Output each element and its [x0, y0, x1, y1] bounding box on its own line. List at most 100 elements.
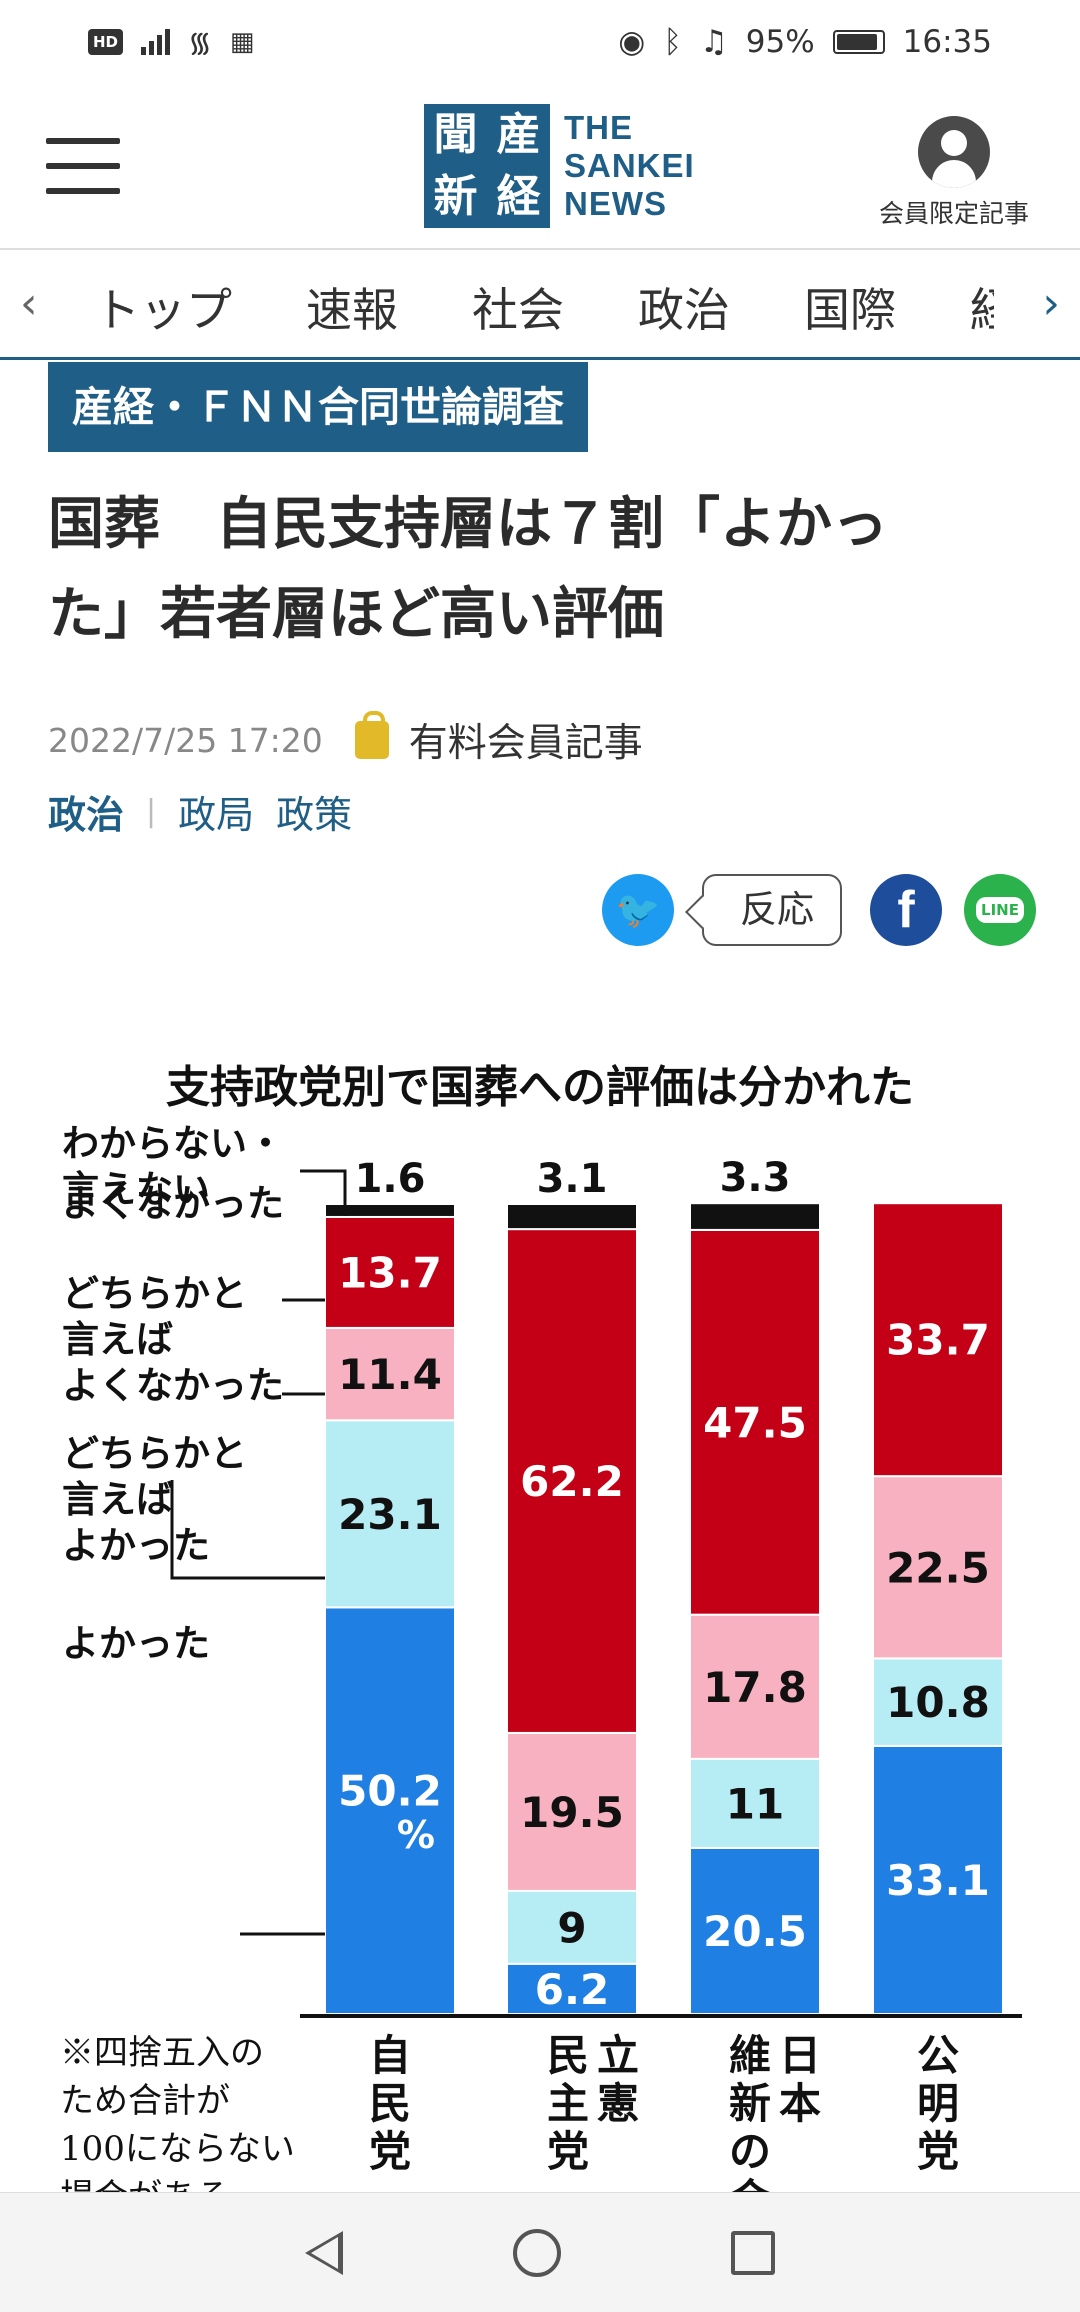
member-label: 会員限定記事 [878, 199, 1029, 228]
wifi-icon: ᯾ [188, 26, 212, 59]
member-button[interactable]: 会員限定記事 [874, 116, 1034, 230]
data-label: 33.1 [886, 1856, 990, 1905]
data-label: 3.3 [720, 1155, 791, 1201]
user-icon [918, 116, 990, 188]
legend-label: よくなかった [62, 1182, 284, 1225]
article-meta: 2022/7/25 17:20 有料会員記事 [48, 711, 643, 768]
bar-segment [506, 1731, 638, 1892]
line-icon[interactable]: LINE [964, 874, 1036, 946]
logo-text: THE SANKEI NEWS [564, 109, 695, 222]
stacked-bar-chart: 支持政党別で国葬への評価は分かれた 50.2 23.1 11.4 13.7 6.2 9 19.… [60, 1062, 1022, 2192]
legend-label: どちらかと [62, 1272, 247, 1315]
data-label: 13.7 [338, 1248, 442, 1297]
bluetooth-icon: ᛒ [663, 24, 682, 60]
data-label: 11.4 [338, 1350, 442, 1399]
legend-label: よかった [62, 1622, 210, 1665]
bar-segment [324, 1606, 456, 2015]
category-policy[interactable]: 政策 [276, 793, 353, 837]
site-logo[interactable]: 聞 産 新 経 THE SANKEI NEWS [424, 104, 695, 228]
clock: 16:35 [902, 24, 992, 60]
bar-segment [324, 1203, 456, 1218]
legend-label: 言えば [62, 1478, 173, 1521]
chevron-right-icon[interactable]: › [1042, 278, 1060, 329]
category-label: 公 [917, 2031, 959, 2080]
data-label: 19.5 [520, 1788, 624, 1837]
chart-title: 支持政党別で国葬への評価は分かれた [166, 1062, 914, 1113]
data-label: 23.1 [338, 1490, 442, 1539]
legend-label: わからない・ [62, 1122, 284, 1165]
category-label: 日 [779, 2031, 821, 2080]
leader-line [170, 1480, 325, 1580]
legend-label: よかった [62, 1524, 210, 1567]
nav-item-economy[interactable]: 経 [970, 283, 994, 337]
back-icon[interactable] [305, 2230, 343, 2275]
system-nav-bar [0, 2192, 1080, 2312]
data-label: 33.7 [886, 1316, 990, 1365]
data-label: 6.2 [535, 1965, 609, 2014]
home-icon[interactable] [513, 2228, 561, 2277]
bar-segment [689, 1613, 821, 1760]
category-label: 主 [547, 2079, 589, 2128]
article-tag[interactable]: 産経・ＦＮＮ合同世論調査 [48, 362, 588, 452]
bar-segment [872, 1657, 1004, 1747]
site-header: 聞 産 新 経 THE SANKEI NEWS 会員限定記事 [0, 84, 1080, 250]
category-label: の [729, 2127, 771, 2176]
twitter-icon[interactable]: 🐦 [602, 874, 674, 946]
reaction-button[interactable]: 反応 [702, 874, 842, 946]
battery-icon [832, 30, 885, 54]
category-label: 会 [729, 2175, 771, 2192]
bar-segment [872, 1202, 1004, 1478]
category-nav: ‹ トップ 速報 社会 政治 国際 経 › [0, 250, 1080, 360]
bar-segment [324, 1215, 456, 1329]
chevron-left-icon[interactable]: ‹ [20, 278, 38, 329]
data-label: 22.5 [886, 1543, 990, 1592]
data-label: 50.2 [338, 1767, 442, 1816]
paid-label: 有料会員記事 [408, 721, 643, 766]
data-label: 20.5 [703, 1907, 807, 1956]
bar-segment [872, 1475, 1004, 1660]
article-title: 国葬 自民支持層は７割「よかっ た」若者層ほど高い評価 [48, 492, 888, 647]
bar-segment [506, 1203, 638, 1231]
bar-segment [506, 1889, 638, 1965]
category-political-situation[interactable]: 政局 [178, 793, 255, 837]
category-label: 憲 [597, 2079, 639, 2128]
status-bar: HD ᯾ ▦ ◉ ᛒ ♫ 95% 16:35 [0, 0, 1080, 84]
nav-items: トップ 速報 社会 政治 国際 経 [94, 274, 994, 340]
lock-icon [354, 711, 389, 759]
data-label: 9 [557, 1903, 586, 1952]
menu-icon[interactable] [46, 138, 120, 194]
category-label: 自 [369, 2031, 411, 2080]
category-label: 党 [917, 2127, 959, 2176]
bar-segment [872, 1744, 1004, 2015]
nav-item-international[interactable]: 国際 [804, 283, 896, 337]
facebook-icon[interactable]: f [870, 874, 942, 946]
nav-item-top[interactable]: トップ [94, 283, 232, 337]
bar-segment [689, 1202, 821, 1231]
category-label: 維 [729, 2031, 771, 2080]
chart-footnote: ため合計が [60, 2081, 230, 2121]
nav-item-society[interactable]: 社会 [472, 283, 564, 337]
data-label: 1.6 [355, 1156, 426, 1202]
recents-icon[interactable] [731, 2230, 775, 2275]
data-label: 47.5 [703, 1398, 807, 1447]
category-label: 明 [917, 2079, 959, 2128]
nav-item-breaking[interactable]: 速報 [306, 283, 398, 337]
mute-icon: ♫ [699, 24, 728, 60]
nav-item-politics[interactable]: 政治 [638, 283, 730, 337]
share-bar: 🐦 反応 f LINE [602, 874, 1036, 946]
category-label: 民 [369, 2079, 411, 2128]
calendar-icon: ▦ [229, 27, 255, 57]
category-label: 党 [547, 2127, 589, 2176]
eye-icon: ◉ [618, 24, 646, 60]
category-label: 本 [779, 2079, 821, 2128]
bar-segment [689, 1228, 821, 1616]
category-politics[interactable]: 政治 [48, 793, 125, 837]
legend-label: よくなかった [62, 1364, 284, 1407]
percent-sign: % [397, 1813, 435, 1857]
category-label: 立 [597, 2031, 639, 2080]
data-label: 17.8 [703, 1663, 807, 1712]
legend-label: 言えば [62, 1318, 173, 1361]
chart-image: 支持政党別で国葬への評価は分かれた 50.2 23.1 11.4 13.7 6.2 9 19.… [0, 1040, 1080, 2192]
article-date: 2022/7/25 17:20 [48, 720, 323, 760]
article-categories: 政治 | 政局 政策 [48, 784, 352, 839]
